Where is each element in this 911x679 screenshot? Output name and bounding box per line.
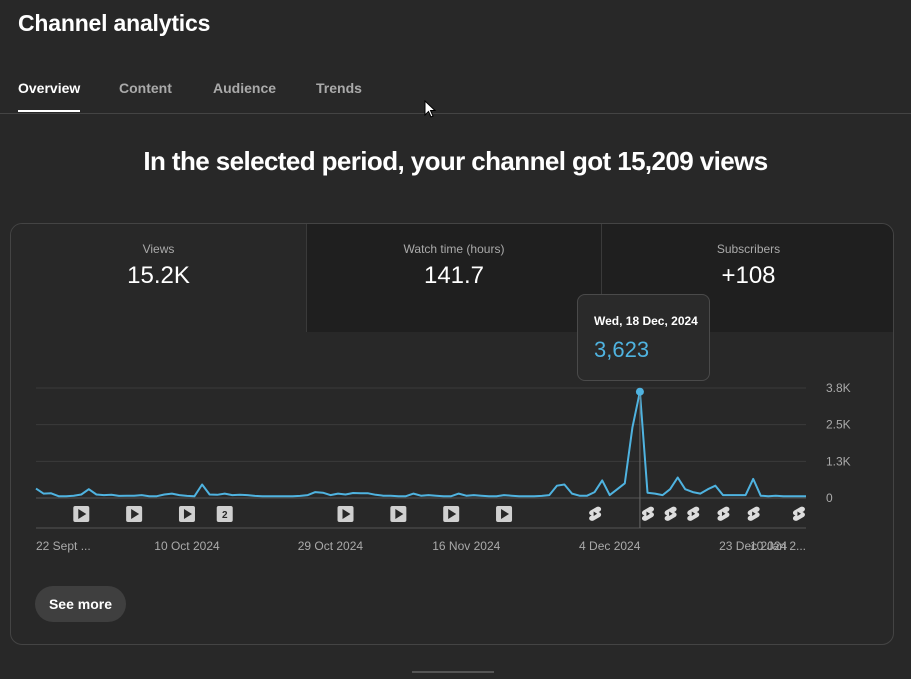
video-group-marker	[216, 506, 233, 522]
chart-tooltip: Wed, 18 Dec, 2024 3,623	[577, 294, 710, 381]
shorts-icon	[717, 506, 730, 521]
metric-value: 15.2K	[127, 262, 190, 289]
views-line-chart: 0 1.3K 2.5K 3.8K 2 22 Sept ... 10 Oct 2024 29 O…	[35, 381, 851, 553]
shorts-icon	[792, 506, 805, 521]
metric-value: +108	[721, 262, 776, 289]
shorts-icon	[664, 506, 677, 521]
metric-label: Watch time (hours)	[403, 242, 505, 256]
views-headline: In the selected period, your channel got…	[143, 146, 768, 176]
analytics-card: Views 15.2K Watch time (hours) 141.7 Sub…	[10, 223, 894, 645]
play-icon	[78, 509, 87, 519]
tab-bar: Overview Content Audience Trends	[0, 68, 911, 114]
tab-overview[interactable]: Overview	[18, 80, 81, 112]
play-icon	[448, 509, 457, 519]
play-icon	[131, 509, 140, 519]
x-tick-label: 10 Jan 2...	[750, 539, 806, 553]
see-more-button[interactable]: See more	[35, 586, 126, 622]
play-icon	[395, 509, 404, 519]
tooltip-date: Wed, 18 Dec, 2024	[594, 314, 698, 328]
x-tick-label: 4 Dec 2024	[579, 539, 641, 553]
tooltip-value: 3,623	[594, 337, 650, 362]
shorts-icon	[641, 506, 654, 521]
x-tick-label: 23 Dec 2024	[719, 539, 787, 553]
y-tick-label: 1.3K	[826, 454, 851, 468]
tab-audience[interactable]: Audience	[213, 80, 277, 96]
y-tick-label: 2.5K	[826, 418, 851, 432]
play-icon	[183, 509, 192, 519]
shorts-icon	[589, 506, 602, 521]
shorts-icon	[687, 506, 700, 521]
y-tick-label: 0	[826, 491, 833, 505]
x-tick-label: 22 Sept ...	[36, 539, 91, 553]
metric-tab-views[interactable]: Views 15.2K	[11, 224, 306, 332]
metric-tab-watch-time[interactable]: Watch time (hours) 141.7	[306, 224, 601, 332]
page-title: Channel analytics	[18, 10, 211, 36]
highlight-point	[635, 387, 644, 396]
x-tick-label: 10 Oct 2024	[154, 539, 220, 553]
video-group-count: 2	[222, 510, 228, 521]
tab-content[interactable]: Content	[119, 80, 172, 96]
y-tick-label: 3.8K	[826, 381, 851, 395]
shorts-icon	[747, 506, 760, 521]
play-icon	[342, 509, 351, 519]
mouse-cursor-icon	[424, 100, 437, 118]
x-tick-label: 16 Nov 2024	[432, 539, 500, 553]
x-tick-label: 29 Oct 2024	[298, 539, 364, 553]
metric-value: 141.7	[423, 262, 485, 289]
tab-trends[interactable]: Trends	[316, 80, 362, 96]
views-series-line	[35, 390, 806, 498]
bottom-divider	[412, 671, 494, 673]
metric-label: Subscribers	[716, 242, 781, 256]
play-icon	[501, 509, 510, 519]
metric-label: Views	[142, 242, 175, 256]
